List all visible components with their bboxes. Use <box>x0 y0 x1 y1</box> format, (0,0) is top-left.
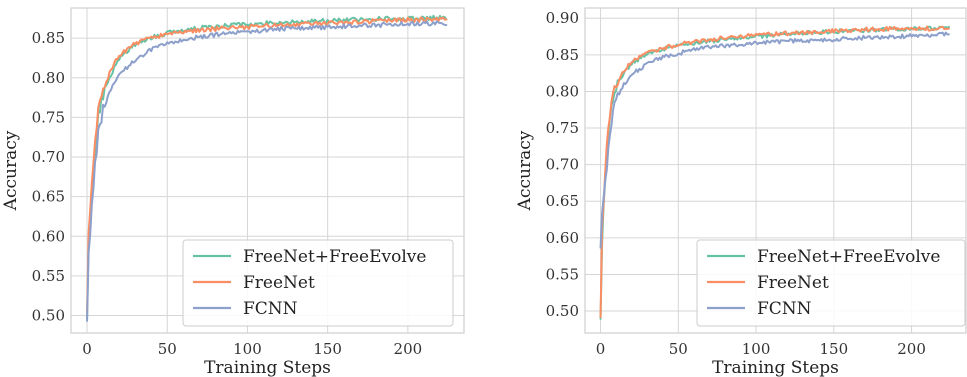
legend: FreeNet+FreeEvolve FreeNet FCNN <box>182 239 454 327</box>
x-tick-label: 0 <box>596 340 606 358</box>
legend-entry: FreeNet <box>243 273 315 293</box>
y-tick-label: 0.55 <box>32 267 65 285</box>
x-tick-label: 200 <box>394 340 423 358</box>
chart-panel-1: 0 50 100 150 200 0.50 0.55 0.60 0.65 0.70 0.75 0.80… <box>1 7 465 377</box>
legend-entry: FreeNet <box>757 273 829 293</box>
y-tick-label: 0.55 <box>546 265 579 283</box>
y-axis-label: Accuracy <box>515 130 535 211</box>
legend-entry: FCNN <box>243 299 298 319</box>
y-tick-label: 0.70 <box>32 148 65 166</box>
series-line-fcnn <box>599 31 950 249</box>
x-tick-label: 50 <box>158 340 177 358</box>
y-tick-label: 0.65 <box>546 192 579 210</box>
y-tick-label: 0.75 <box>32 108 65 126</box>
legend-box <box>696 239 966 327</box>
x-tick-label: 0 <box>82 340 92 358</box>
y-tick-label: 0.80 <box>546 82 579 100</box>
plot-frame <box>584 7 967 334</box>
legend-box <box>182 239 454 327</box>
x-axis-label: Training Steps <box>204 358 331 377</box>
y-tick-label: 0.85 <box>32 29 65 47</box>
series-line-freenet <box>599 25 950 319</box>
y-axis-label: Accuracy <box>1 130 21 211</box>
series-line-freenet <box>86 16 448 314</box>
x-tick-label: 50 <box>669 340 688 358</box>
x-tick-label: 200 <box>897 340 926 358</box>
x-tick-label: 150 <box>313 340 342 358</box>
series-line-fcnn <box>86 20 448 322</box>
y-tick-label: 0.70 <box>546 156 579 174</box>
y-tick-label: 0.80 <box>32 69 65 87</box>
y-tick-label: 0.60 <box>32 227 65 245</box>
y-tick-label: 0.50 <box>32 307 65 325</box>
chart-panel-2: 0 50 100 150 200 0.50 0.55 0.60 0.65 0.70 0.75 0.80… <box>515 7 967 377</box>
y-tick-label: 0.85 <box>546 46 579 64</box>
legend: FreeNet+FreeEvolve FreeNet FCNN <box>696 239 966 327</box>
x-tick-label: 100 <box>742 340 771 358</box>
x-axis-label: Training Steps <box>712 358 839 377</box>
legend-entry: FCNN <box>757 299 812 319</box>
y-tick-label: 0.90 <box>546 9 579 27</box>
y-tick-label: 0.65 <box>32 188 65 206</box>
plot-frame <box>70 7 465 334</box>
series-line-freenet_freeevolve <box>86 14 448 321</box>
legend-entry: FreeNet+FreeEvolve <box>757 247 940 267</box>
legend-entry: FreeNet+FreeEvolve <box>243 247 426 267</box>
y-tick-label: 0.60 <box>546 229 579 247</box>
x-tick-label: 100 <box>233 340 262 358</box>
x-tick-label: 150 <box>819 340 848 358</box>
y-tick-label: 0.50 <box>546 302 579 320</box>
y-tick-label: 0.75 <box>546 119 579 137</box>
